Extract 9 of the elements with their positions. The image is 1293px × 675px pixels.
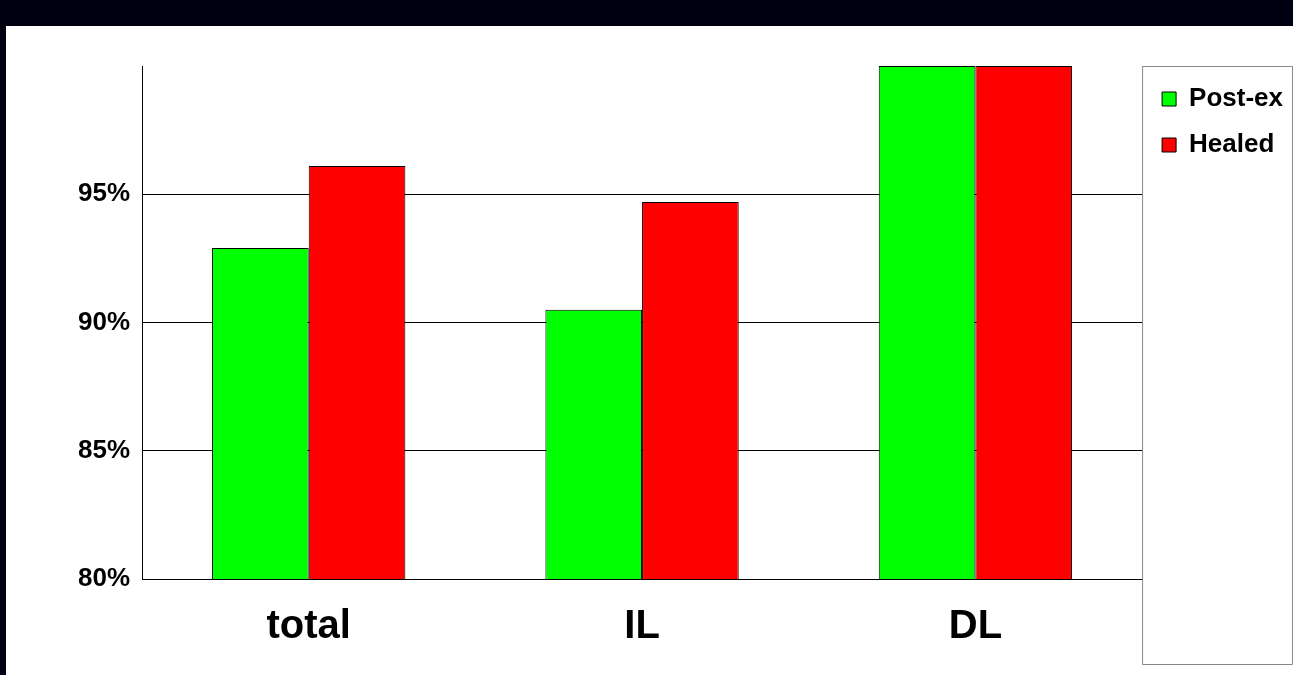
x-tick-label: total — [266, 602, 351, 647]
x-tick-label: DL — [948, 602, 1003, 647]
legend-label: Post-ex — [1189, 82, 1284, 113]
legend-label: Healed — [1189, 128, 1275, 159]
y-tick-label: 95% — [77, 177, 131, 208]
y-tick-label: 85% — [77, 433, 131, 464]
x-tick-label: IL — [624, 602, 660, 647]
y-tick-label: 80% — [77, 562, 131, 593]
y-tick-label: 90% — [77, 305, 131, 336]
